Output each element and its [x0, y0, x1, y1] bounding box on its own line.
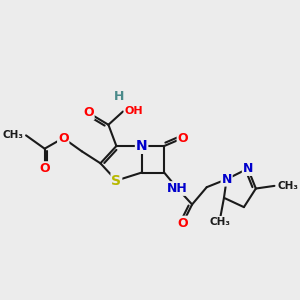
Text: CH₃: CH₃ [209, 217, 230, 227]
Text: O: O [178, 217, 188, 230]
Text: N: N [243, 162, 253, 175]
Text: O: O [39, 162, 50, 175]
Text: N: N [221, 173, 232, 186]
Text: OH: OH [124, 106, 143, 116]
Text: H: H [114, 90, 124, 104]
Text: O: O [83, 106, 94, 119]
Text: S: S [111, 174, 122, 188]
Text: O: O [58, 131, 68, 145]
Text: N: N [136, 139, 147, 153]
Text: CH₃: CH₃ [2, 130, 23, 140]
Text: CH₃: CH₃ [277, 181, 298, 191]
Text: NH: NH [167, 182, 188, 195]
Text: O: O [178, 131, 188, 145]
